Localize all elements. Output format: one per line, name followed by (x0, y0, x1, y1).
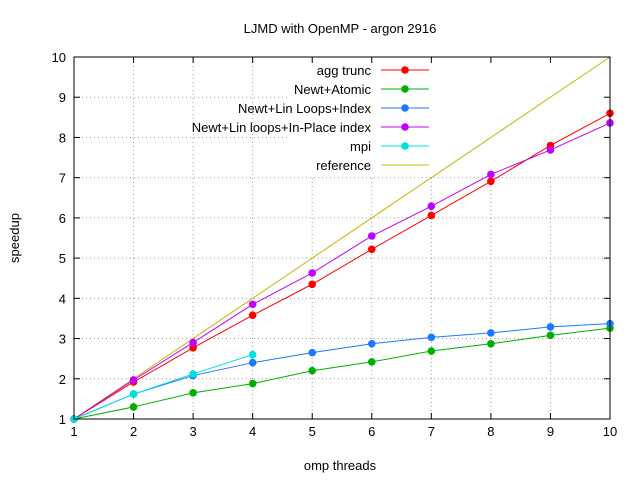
x-tick-label: 9 (547, 424, 554, 439)
data-point (130, 376, 138, 384)
chart-title: LJMD with OpenMP - argon 2916 (244, 21, 437, 36)
legend-label: Newt+Atomic (294, 82, 371, 97)
x-tick-label: 4 (249, 424, 256, 439)
x-axis-label: omp threads (304, 458, 377, 473)
y-tick-label: 6 (59, 211, 66, 226)
y-tick-label: 8 (59, 130, 66, 145)
data-point (547, 323, 555, 331)
data-point (368, 358, 376, 366)
legend-label: mpi (350, 139, 371, 154)
y-tick-label: 10 (52, 50, 66, 65)
y-tick-label: 7 (59, 171, 66, 186)
x-tick-label: 5 (309, 424, 316, 439)
legend-marker (401, 123, 409, 131)
data-point (308, 349, 316, 357)
data-point (368, 340, 376, 348)
x-tick-label: 2 (130, 424, 137, 439)
legend-label: Newt+Lin loops+In-Place index (192, 120, 372, 135)
data-point (249, 351, 257, 359)
data-point (368, 232, 376, 240)
data-point (308, 280, 316, 288)
data-point (249, 380, 257, 388)
series-line (74, 328, 610, 419)
data-point (249, 301, 257, 309)
y-tick-label: 9 (59, 90, 66, 105)
data-point (547, 332, 555, 340)
data-point (368, 245, 376, 253)
data-point (308, 269, 316, 277)
data-point (428, 334, 436, 342)
y-axis-label: speedup (7, 213, 22, 263)
series-0 (70, 110, 614, 423)
legend-label: agg trunc (317, 63, 372, 78)
series-layer (70, 110, 614, 423)
data-point (428, 212, 436, 220)
data-point (487, 340, 495, 348)
data-point (249, 359, 257, 367)
data-point (428, 347, 436, 355)
y-tick-label: 2 (59, 372, 66, 387)
x-tick-label: 6 (368, 424, 375, 439)
data-point (547, 146, 555, 154)
series-1 (70, 324, 614, 423)
data-point (249, 311, 257, 319)
x-tick-label: 10 (603, 424, 617, 439)
data-point (308, 367, 316, 375)
x-tick-label: 1 (70, 424, 77, 439)
data-point (487, 177, 495, 185)
legend: agg trunc Newt+Atomic Newt+Lin Loops+Index… (192, 63, 429, 173)
legend-marker (401, 104, 409, 112)
series-line (74, 355, 253, 419)
x-tick-label: 8 (487, 424, 494, 439)
x-tick-label: 7 (428, 424, 435, 439)
y-tick-label: 5 (59, 251, 66, 266)
data-point (189, 339, 197, 347)
y-tick-label: 4 (59, 291, 66, 306)
data-point (487, 329, 495, 337)
data-point (130, 403, 138, 411)
data-point (130, 390, 138, 398)
y-tick-label: 3 (59, 332, 66, 347)
data-point (428, 202, 436, 210)
legend-marker (401, 66, 409, 74)
legend-label: reference (316, 158, 371, 173)
legend-label: Newt+Lin Loops+Index (238, 101, 371, 116)
x-tick-label: 3 (189, 424, 196, 439)
data-point (189, 370, 197, 378)
y-tick-label: 1 (59, 412, 66, 427)
legend-marker (401, 142, 409, 150)
data-point (487, 171, 495, 179)
data-point (189, 389, 197, 397)
legend-marker (401, 85, 409, 93)
